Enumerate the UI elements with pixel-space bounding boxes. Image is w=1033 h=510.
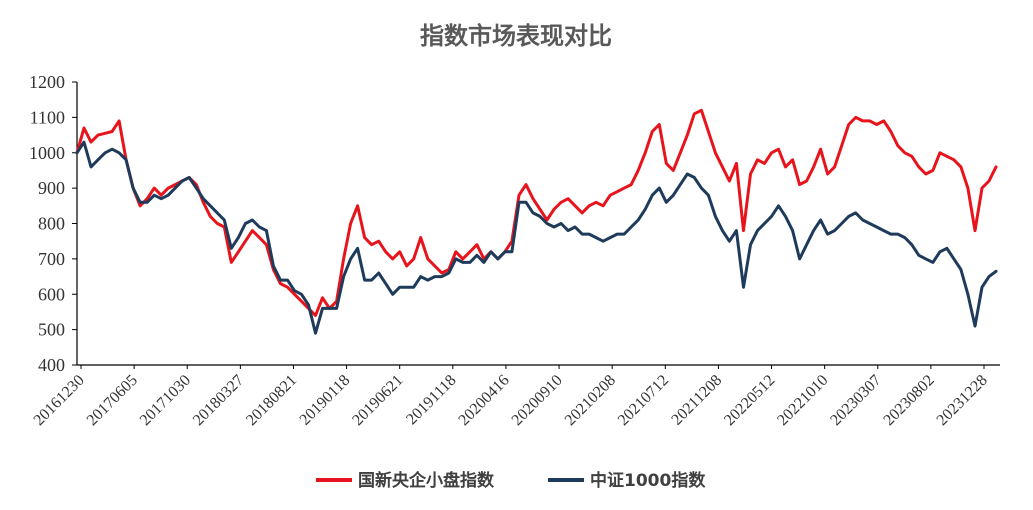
x-tick-label: 20190621 bbox=[349, 372, 406, 429]
y-tick-label: 500 bbox=[38, 320, 65, 340]
y-tick-label: 900 bbox=[38, 178, 65, 198]
y-tick-label: 700 bbox=[38, 249, 65, 269]
legend: 国新央企小盘指数 中证1000指数 bbox=[316, 470, 706, 491]
series-line-0 bbox=[75, 108, 998, 317]
chart-title: 指数市场表现对比 bbox=[420, 22, 612, 50]
x-tick-label: 20191118 bbox=[403, 372, 459, 428]
x-tick-label: 20190118 bbox=[297, 372, 354, 429]
x-tick-label: 20210712 bbox=[615, 372, 672, 429]
y-tick-label: 400 bbox=[38, 355, 65, 375]
x-tick-label: 20170605 bbox=[84, 372, 141, 429]
x-tick-label: 20200416 bbox=[455, 372, 512, 429]
x-tick-label: 20231228 bbox=[934, 372, 991, 429]
x-tick-label: 20180821 bbox=[243, 372, 300, 429]
x-tick-label: 20221010 bbox=[774, 372, 831, 429]
x-tick-label: 20180327 bbox=[190, 372, 247, 429]
y-tick-label: 800 bbox=[38, 214, 65, 234]
x-axis: 2016123020170605201710302018032720180821… bbox=[31, 364, 1000, 429]
x-tick-label: 20230802 bbox=[880, 372, 937, 429]
x-tick-label: 20171030 bbox=[137, 372, 194, 429]
x-tick-label: 20161230 bbox=[31, 372, 88, 429]
x-tick-label: 20210208 bbox=[562, 372, 619, 429]
y-tick-label: 600 bbox=[38, 284, 65, 304]
x-tick-label: 20230307 bbox=[827, 372, 884, 429]
y-tick-label: 1100 bbox=[30, 107, 65, 127]
y-tick-label: 1000 bbox=[29, 143, 65, 163]
series-line-1 bbox=[75, 140, 998, 335]
legend-label-0: 国新央企小盘指数 bbox=[358, 470, 495, 491]
x-tick-label: 20200910 bbox=[509, 372, 566, 429]
x-tick-label: 20220512 bbox=[721, 372, 778, 429]
y-axis: 400 500 600 700 800 900 1000 1100 1200 bbox=[29, 72, 78, 375]
y-tick-label: 1200 bbox=[29, 72, 65, 92]
series-layer bbox=[75, 108, 998, 335]
x-tick-label: 20211208 bbox=[668, 372, 725, 429]
legend-label-1: 中证1000指数 bbox=[590, 470, 706, 491]
